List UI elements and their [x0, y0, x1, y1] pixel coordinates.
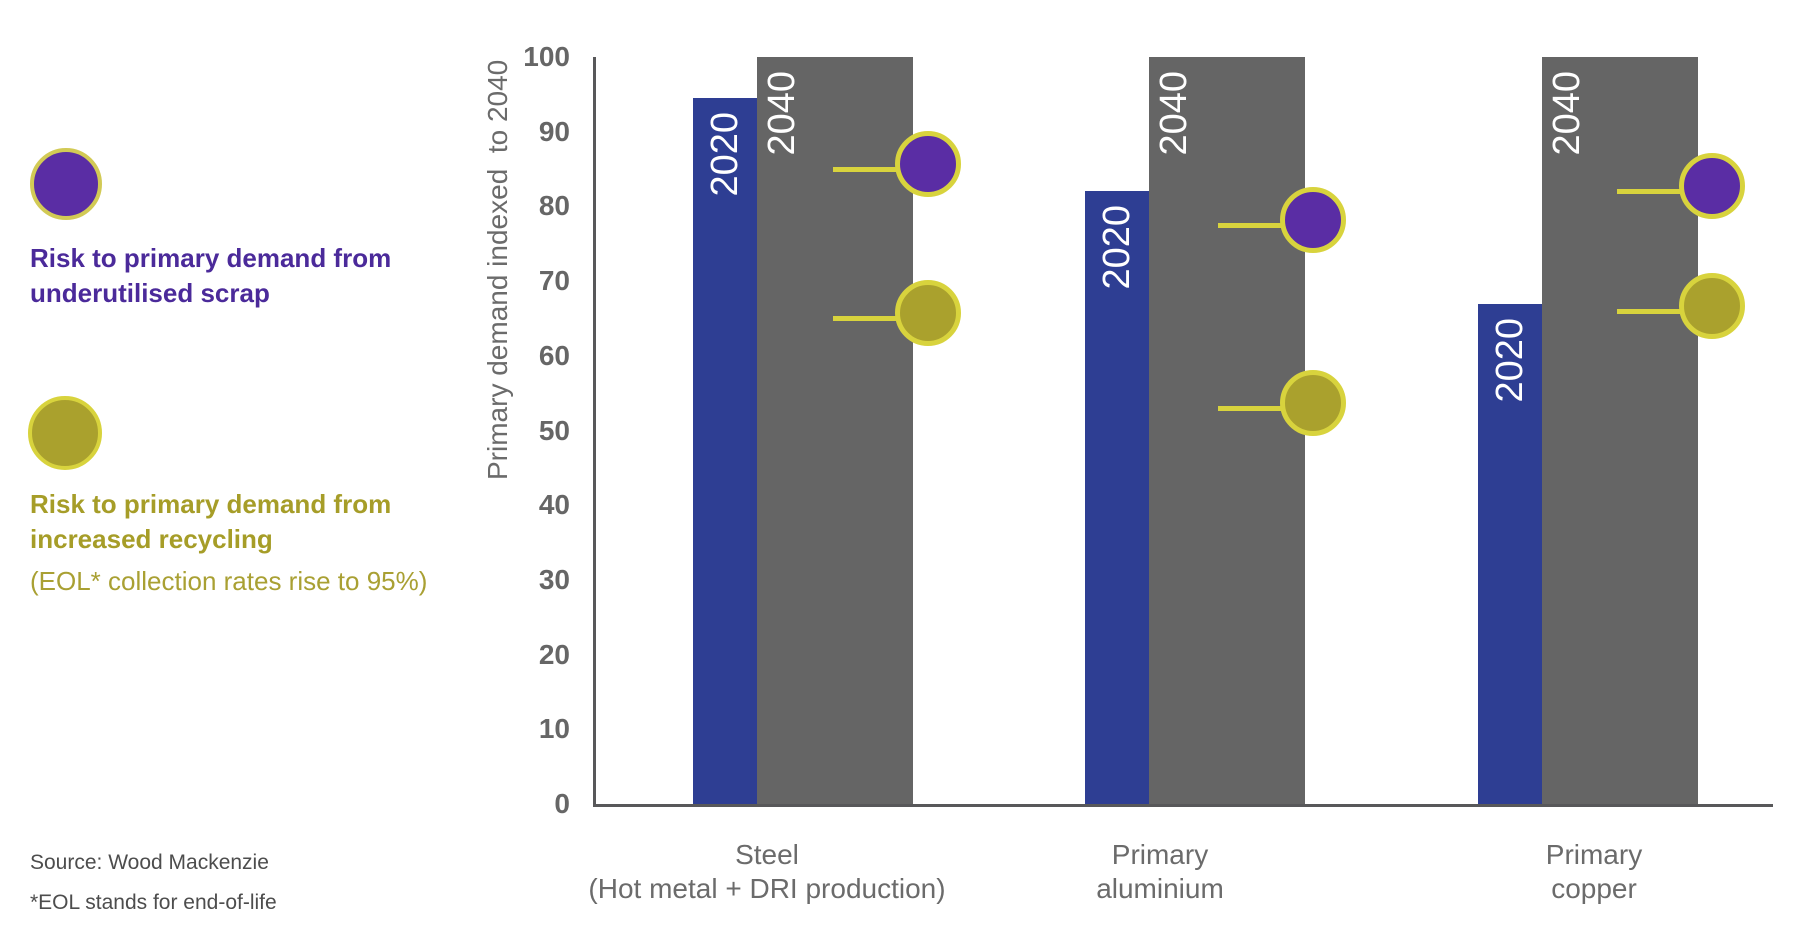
- x-category-label-line: Steel: [735, 839, 799, 870]
- legend-label-line: increased recycling: [30, 524, 273, 554]
- bar-2040: 2040: [1542, 57, 1698, 804]
- scrap-risk-stick: [1617, 189, 1717, 195]
- recycling-risk-marker: [895, 280, 961, 347]
- x-category-label: Primary copper: [1344, 838, 1800, 906]
- recycling-legend-swatch: [28, 396, 102, 470]
- x-category-label: Primary aluminium: [910, 838, 1410, 906]
- y-tick-label: 30: [538, 563, 570, 595]
- bar-2020: 2020: [1478, 303, 1542, 804]
- source-text: Source: Wood Mackenzie: [30, 851, 269, 874]
- y-tick-label: 0: [554, 788, 570, 819]
- y-tick-label: 40: [538, 489, 570, 521]
- scrap-risk-marker: [895, 131, 961, 198]
- y-tick-label: 70: [538, 265, 570, 297]
- x-category-label-line: Primary: [1545, 839, 1643, 870]
- recycling-legend-note: (EOL* collection rates rise to 95%): [30, 566, 428, 596]
- recycling-risk-stick: [1617, 308, 1717, 314]
- scrap-risk-marker: [1280, 187, 1346, 254]
- bar-2020-label: 2020: [1489, 317, 1531, 403]
- y-tick-label: 100: [523, 41, 570, 72]
- bar-2040-label: 2040: [1546, 71, 1588, 156]
- scrap-legend-swatch: [30, 148, 102, 220]
- recycling-risk-stick: [833, 316, 933, 322]
- y-tick-label: 10: [538, 713, 570, 745]
- x-axis-labels: Steel (Hot metal + DRI production) Primary…: [588, 838, 1773, 918]
- legend-label-line: underutilised scrap: [30, 278, 270, 308]
- legend-label-line: Risk to primary demand from: [30, 489, 392, 519]
- x-category-label-line: Primary: [1111, 839, 1209, 870]
- y-tick-label: 60: [538, 339, 570, 371]
- recycling-risk-marker: [1679, 272, 1745, 339]
- bar-2040-label: 2040: [1153, 71, 1195, 156]
- recycling-legend-label: Risk to primary demand from increased re…: [30, 487, 391, 557]
- x-category-label-line: (Hot metal + DRI production): [588, 873, 946, 904]
- y-tick-label: 20: [538, 638, 570, 670]
- footnote-text: *EOL stands for end-of-life: [30, 891, 277, 914]
- x-category-label-line: aluminium: [1096, 873, 1224, 904]
- y-axis-line: [593, 57, 596, 807]
- bar-2020-label: 2020: [704, 112, 746, 197]
- scrap-risk-stick: [1218, 223, 1318, 229]
- recycling-risk-marker: [1280, 370, 1346, 437]
- y-tick-label: 80: [538, 190, 570, 222]
- bar-2020: 2020: [693, 98, 757, 804]
- y-axis-ticks: 0 10 20 30 40 50 60 70 80 90 100: [470, 41, 570, 819]
- scrap-legend-label: Risk to primary demand from underutilise…: [30, 241, 391, 311]
- plot-area: 2020 2040 2020 2040 2020 2040: [593, 57, 1773, 807]
- bar-2040: 2040: [1149, 57, 1305, 804]
- y-tick-label: 50: [538, 414, 570, 446]
- scrap-risk-marker: [1679, 153, 1745, 220]
- x-category-label: Steel (Hot metal + DRI production): [517, 838, 1017, 906]
- bar-2020-label: 2020: [1096, 205, 1138, 291]
- bar-2040: 2040: [757, 57, 913, 804]
- scrap-risk-stick: [833, 167, 933, 173]
- recycling-risk-stick: [1218, 406, 1318, 412]
- x-axis-line: [593, 804, 1773, 807]
- x-category-label-line: copper: [1551, 873, 1637, 904]
- legend-label-line: Risk to primary demand from: [30, 243, 392, 273]
- bar-2040-label: 2040: [761, 71, 803, 156]
- y-tick-label: 90: [538, 115, 570, 147]
- bar-2020: 2020: [1085, 191, 1149, 804]
